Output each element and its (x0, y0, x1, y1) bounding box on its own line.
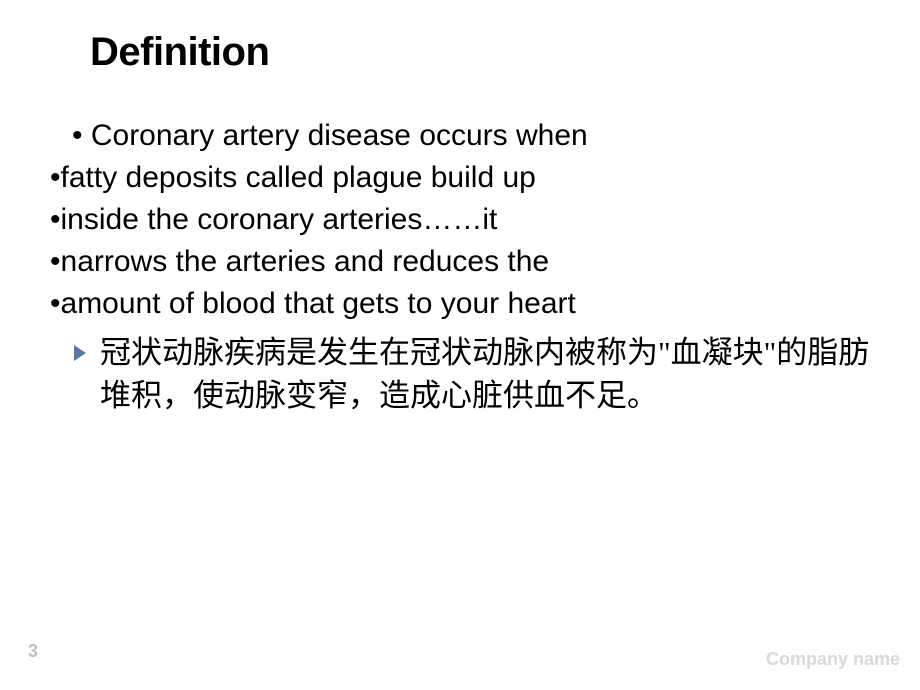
arrow-bullet-icon (74, 345, 86, 361)
page-number: 3 (28, 641, 38, 662)
chinese-text: 冠状动脉疾病是发生在冠状动脉内被称为"血凝块"的脂肪堆积，使动脉变窄，造成心脏供… (100, 331, 870, 418)
bullet-line-4: •narrows the arteries and reduces the (50, 241, 870, 283)
slide-title: Definition (90, 30, 870, 75)
chinese-block: 冠状动脉疾病是发生在冠状动脉内被称为"血凝块"的脂肪堆积，使动脉变窄，造成心脏供… (50, 331, 870, 418)
bullet-line-5: •amount of blood that gets to your heart (50, 283, 870, 325)
bullet-line-3: •inside the coronary arteries……it (50, 199, 870, 241)
bullet-line-1: • Coronary artery disease occurs when (50, 115, 870, 157)
slide: Definition • Coronary artery disease occ… (0, 0, 920, 690)
content-block: • Coronary artery disease occurs when •f… (50, 115, 870, 418)
bullet-line-2: •fatty deposits called plague build up (50, 157, 870, 199)
company-name-label: Company name (766, 649, 900, 670)
